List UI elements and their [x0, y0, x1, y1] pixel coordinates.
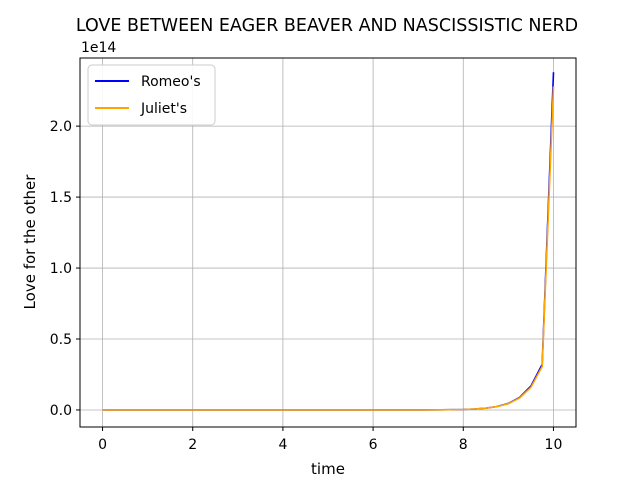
legend: Romeo's Juliet's: [87, 64, 216, 126]
legend-label-juliet: Juliet's: [140, 101, 187, 117]
y-tick-label: 2.0: [50, 119, 72, 135]
x-tick-label: 4: [278, 437, 287, 453]
y-scale-label: 1e14: [81, 40, 116, 56]
y-axis-label: Love for the other: [21, 174, 39, 310]
series-lines: [102, 72, 555, 411]
series-line-juliet: [102, 86, 555, 411]
plot-frame: [79, 57, 577, 428]
x-tick-label: 8: [459, 437, 468, 453]
axis-ticks: 0 2 4 6 8 10 0.0 0.5 1.0 1.5 2.0: [50, 119, 563, 453]
x-tick-label: 0: [98, 437, 107, 453]
x-tick-label: 6: [369, 437, 378, 453]
legend-label-romeo: Romeo's: [141, 74, 201, 90]
x-tick-label: 10: [545, 437, 563, 453]
y-tick-label: 0.0: [50, 403, 72, 419]
chart-title: LOVE BETWEEN EAGER BEAVER AND NASCISSIST…: [76, 16, 578, 36]
y-tick-label: 1.0: [50, 261, 72, 277]
y-tick-label: 1.5: [50, 190, 72, 206]
x-tick-label: 2: [188, 437, 197, 453]
y-tick-label: 0.5: [50, 332, 72, 348]
x-axis-label: time: [311, 460, 345, 478]
